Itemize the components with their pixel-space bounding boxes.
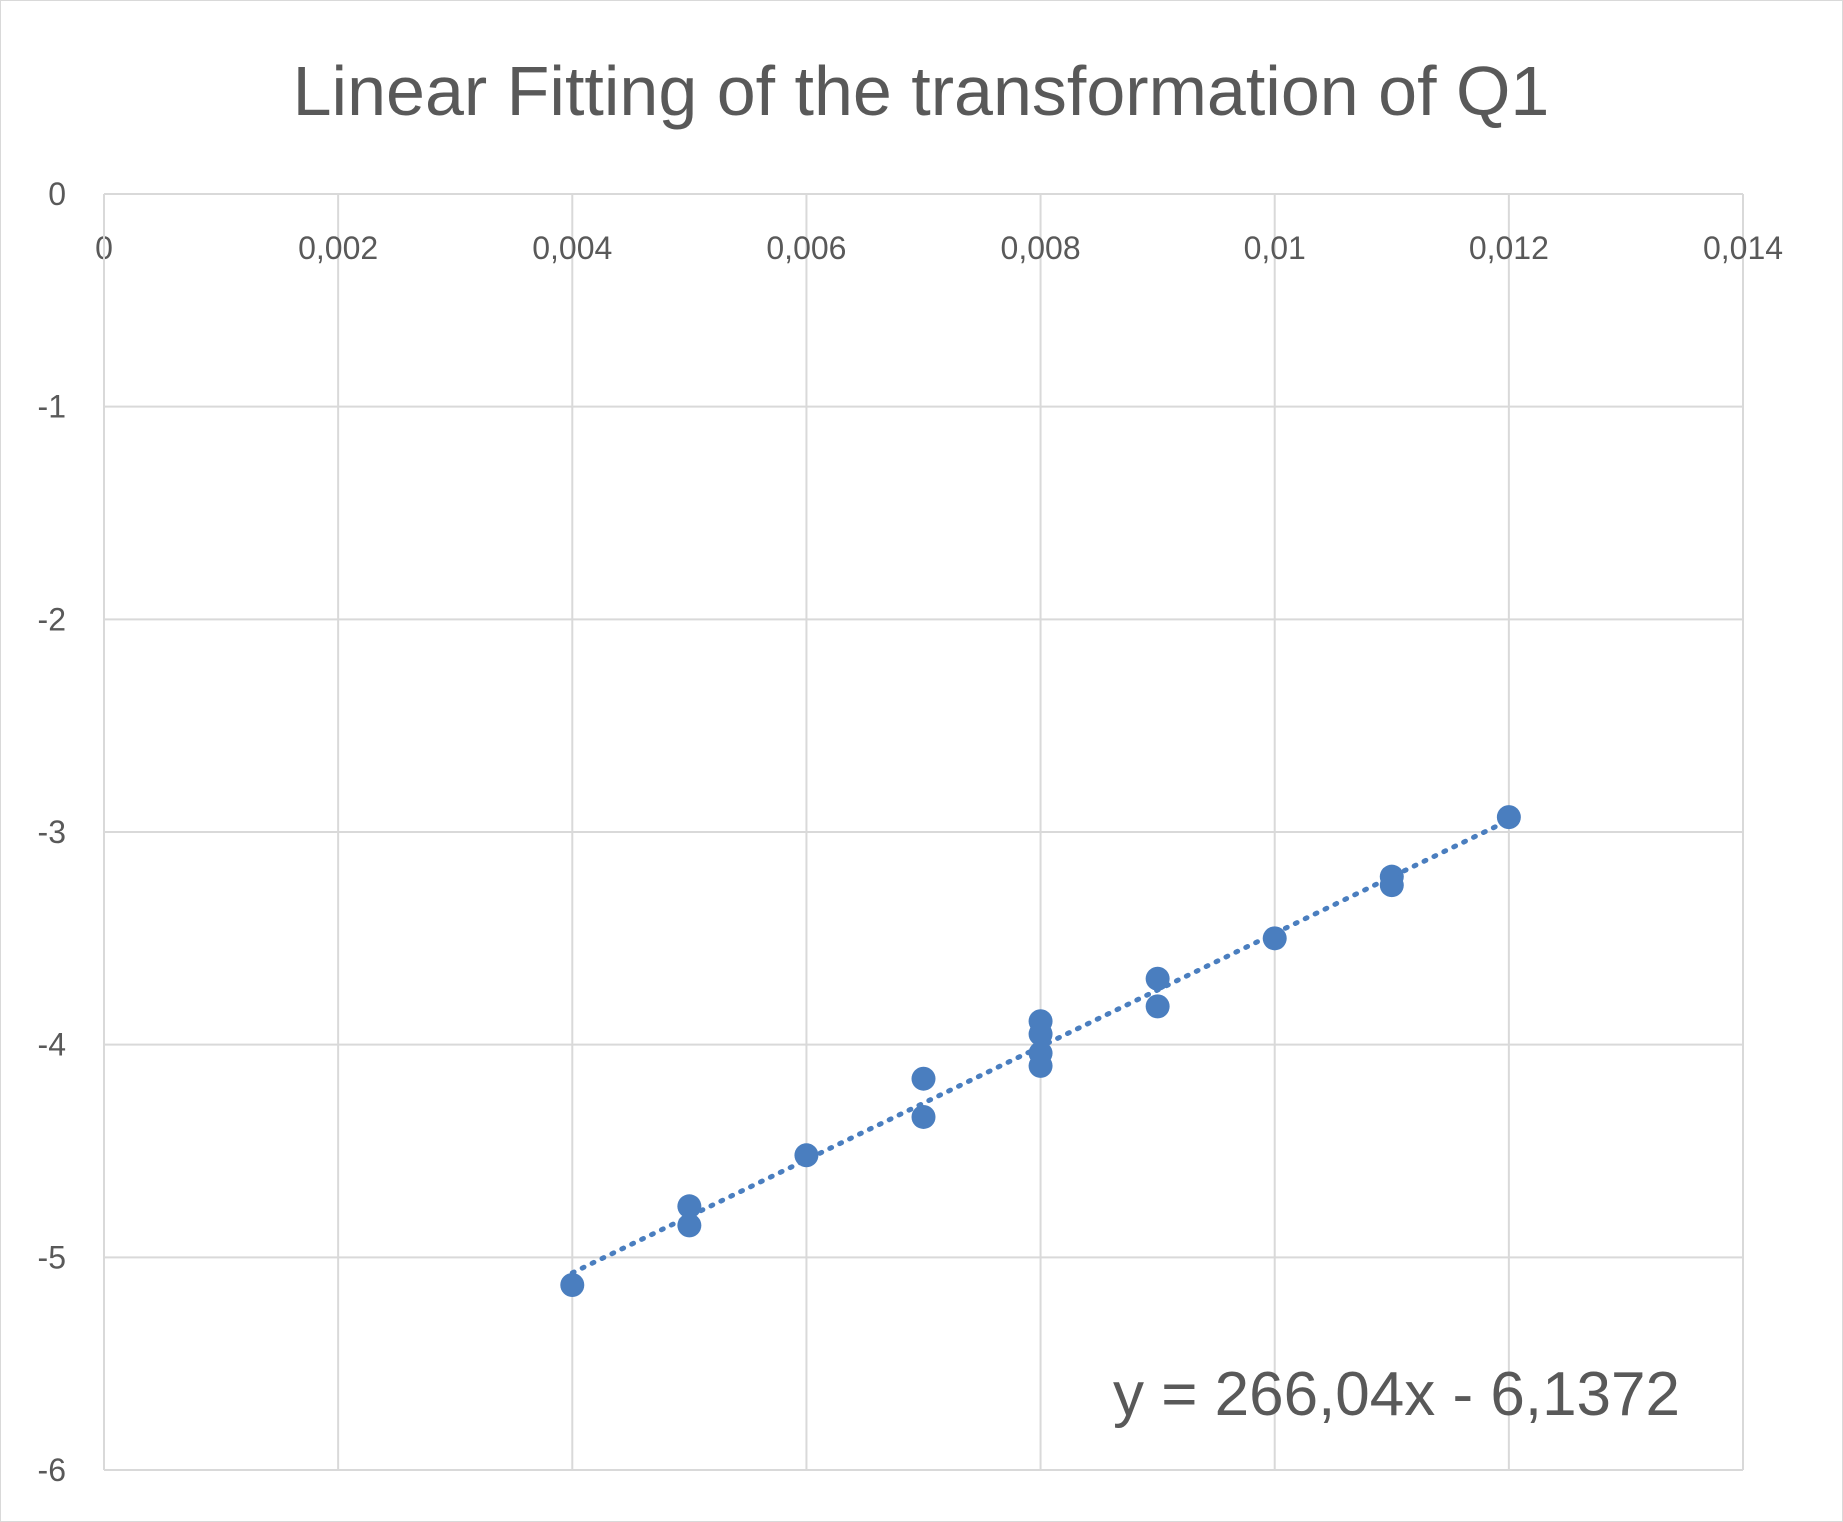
x-tick-label: 0,002 [298, 230, 378, 266]
data-point [794, 1143, 819, 1168]
data-point [1028, 1022, 1053, 1047]
data-point [911, 1066, 936, 1091]
data-point [1145, 994, 1170, 1019]
x-tick-label: 0,004 [532, 230, 612, 266]
chart-title: Linear Fitting of the transformation of … [293, 52, 1550, 130]
y-tick-label: -1 [38, 389, 66, 425]
y-tick-label: -6 [38, 1452, 66, 1488]
data-point [677, 1194, 702, 1219]
trendline-equation: y = 266,04x - 6,1372 [1113, 1360, 1680, 1429]
data-point [677, 1213, 702, 1238]
data-point [1379, 873, 1404, 898]
data-point [1028, 1053, 1053, 1078]
y-tick-label: -2 [38, 601, 66, 637]
y-tick-label: 0 [48, 176, 66, 212]
x-tick-label: 0,008 [1001, 230, 1081, 266]
y-tick-label: -4 [38, 1027, 66, 1063]
data-point [1262, 926, 1287, 951]
data-point [1145, 966, 1170, 991]
data-point [560, 1272, 585, 1297]
y-tick-label: -5 [38, 1239, 66, 1275]
axes: 0 0,002 0,004 0,006 0,008 0,01 0,012 0,0140-1-2… [38, 176, 1783, 1488]
x-tick-label: 0,01 [1244, 230, 1306, 266]
grid-lines [104, 194, 1744, 1471]
data-point [1496, 805, 1521, 830]
x-tick-label: 0,012 [1469, 230, 1549, 266]
data-point [911, 1104, 936, 1129]
x-tick-label: 0,014 [1703, 230, 1783, 266]
y-tick-label: -3 [38, 814, 66, 850]
x-tick-label: 0,006 [766, 230, 846, 266]
data-points [560, 805, 1521, 1297]
